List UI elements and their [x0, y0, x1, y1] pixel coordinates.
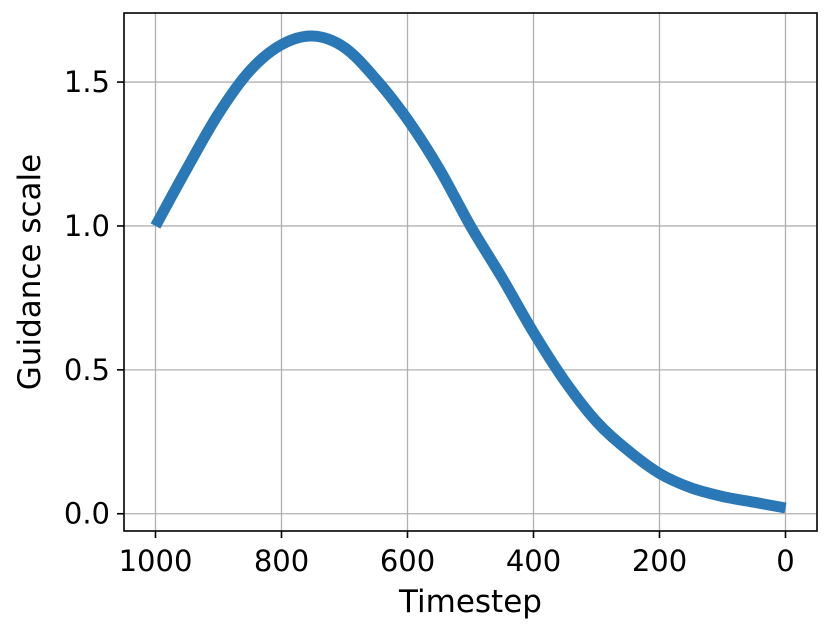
- x-tick-label: 1000: [119, 544, 193, 578]
- x-tick-label: 800: [254, 544, 309, 578]
- guidance-scale-line: [150, 30, 787, 514]
- axis-ticks: 1000 800 600 400 200 0 0.0 0.5 1.0 1.5: [64, 65, 795, 578]
- x-axis-label: Timestep: [398, 584, 542, 620]
- plot-frame: [123, 12, 818, 532]
- x-tick-label: 600: [380, 544, 435, 578]
- y-axis-label: Guidance scale: [12, 154, 48, 390]
- x-tick-label: 400: [506, 544, 561, 578]
- x-tick-label: 0: [776, 544, 794, 578]
- y-tick-label: 0.5: [64, 353, 110, 387]
- series-layer: [150, 30, 787, 514]
- y-tick-label: 0.0: [64, 497, 110, 531]
- y-tick-label: 1.0: [64, 209, 110, 243]
- x-tick-label: 200: [632, 544, 687, 578]
- y-tick-label: 1.5: [64, 65, 110, 99]
